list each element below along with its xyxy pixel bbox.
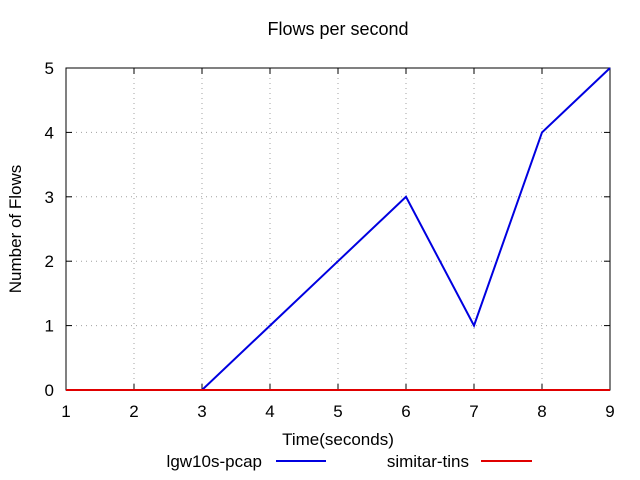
y-tick-label: 1 <box>45 317 54 336</box>
x-tick-label: 3 <box>197 402 206 421</box>
legend: lgw10s-pcap simitar-tins <box>167 452 532 471</box>
y-tick-label: 2 <box>45 252 54 271</box>
legend-label: simitar-tins <box>387 452 469 471</box>
y-tick-label: 0 <box>45 381 54 400</box>
y-tick-label: 4 <box>45 123 54 142</box>
x-tick-label: 9 <box>605 402 614 421</box>
x-tick-label: 7 <box>469 402 478 421</box>
x-tick-label: 1 <box>61 402 70 421</box>
x-tick-label: 4 <box>265 402 274 421</box>
x-axis-label: Time(seconds) <box>282 430 394 449</box>
y-tick-label: 3 <box>45 188 54 207</box>
y-axis-label: Number of Flows <box>6 165 25 293</box>
x-tick-label: 6 <box>401 402 410 421</box>
x-tick-label: 2 <box>129 402 138 421</box>
legend-label: lgw10s-pcap <box>167 452 262 471</box>
x-tick-label: 5 <box>333 402 342 421</box>
x-tick-label: 8 <box>537 402 546 421</box>
series-lines <box>66 67 611 391</box>
y-tick-label: 5 <box>45 59 54 78</box>
chart-title: Flows per second <box>267 19 408 39</box>
grid <box>66 68 610 390</box>
